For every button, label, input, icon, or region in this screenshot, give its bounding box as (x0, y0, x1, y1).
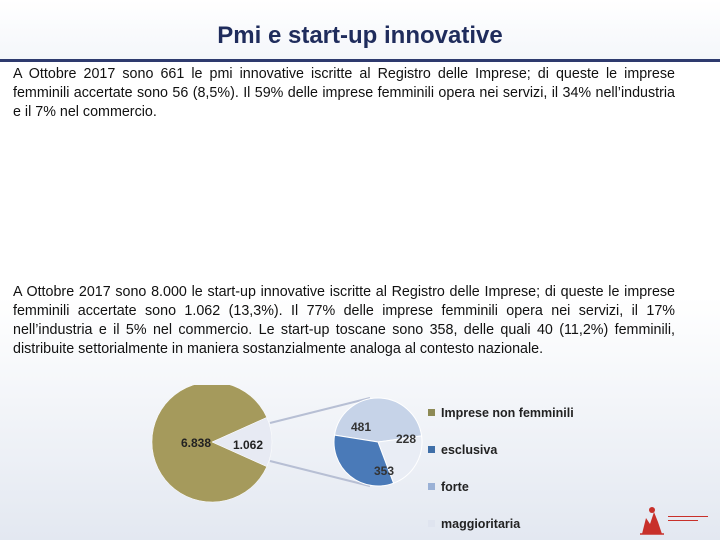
legend-item: Imprese non femminili (428, 394, 574, 431)
legend-label: esclusiva (441, 442, 498, 457)
breakdown-pie-label: 353 (374, 464, 394, 478)
legend-item: maggioritaria (428, 505, 574, 542)
legend-label: forte (441, 479, 469, 494)
legend-swatch (428, 483, 435, 490)
legend-swatch (428, 409, 435, 416)
page-title: Pmi e start-up innovative (217, 22, 503, 49)
legend-swatch (428, 520, 435, 527)
breakdown-pie-label: 481 (351, 420, 371, 434)
main-pie-slice (151, 385, 268, 503)
legend-swatch (428, 446, 435, 453)
startup-pie-chart: 6.838 1.062 481 228 353 (151, 385, 423, 503)
chart-legend: Imprese non femminili esclusiva forte maggi… (428, 394, 574, 542)
breakdown-pie-label: 228 (396, 432, 416, 446)
main-pie-slice (211, 417, 273, 467)
legend-item: forte (428, 468, 574, 505)
breakdown-pie-slice (333, 397, 423, 443)
legend-label: maggioritaria (441, 516, 521, 531)
legend-item: esclusiva (428, 431, 574, 468)
title-divider (0, 59, 720, 62)
breakdown-pie-slice (333, 434, 395, 487)
connector-line (269, 460, 371, 487)
main-pie-label: 6.838 (181, 436, 211, 450)
breakdown-pie-slice (377, 435, 423, 484)
title-band (0, 0, 720, 60)
chamber-logo (640, 507, 708, 535)
main-pie-label: 1.062 (233, 438, 263, 452)
connector-line (269, 397, 371, 424)
legend-label: Imprese non femminili (441, 405, 574, 420)
pmi-paragraph: A Ottobre 2017 sono 661 le pmi innovativ… (13, 66, 675, 120)
startup-paragraph: A Ottobre 2017 sono 8.000 le start-up in… (13, 284, 675, 357)
